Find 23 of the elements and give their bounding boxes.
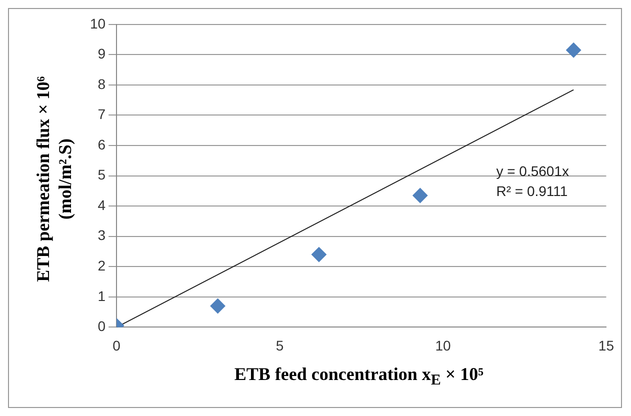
y-tick-label: 1 [98, 288, 106, 304]
point [566, 42, 582, 58]
y-tick-label: 3 [98, 227, 106, 244]
y-axis-title: ETB permeation flux × 10⁶ (mol/m².S) [32, 76, 76, 282]
point [412, 188, 428, 203]
x-tick-label: 15 [598, 337, 614, 354]
x-tick-label: 5 [276, 337, 284, 354]
y-tick-label: 9 [98, 46, 106, 62]
y-tick-label: 2 [98, 258, 106, 274]
point [210, 298, 226, 314]
annotation: R² = 0.9111 [496, 182, 568, 199]
y-tick-label: 0 [98, 318, 106, 334]
y-tick-label: 4 [98, 196, 106, 213]
x-axis-title: ETB feed concentration x$_{E}$ × 10⁵ [233, 364, 485, 390]
y-tick-label: 8 [98, 76, 106, 92]
y-tick-label: 6 [98, 136, 106, 152]
x-tick-label: 0 [112, 337, 121, 354]
x-tick-label: 10 [435, 337, 451, 354]
annotation: y = 0.5601x [496, 162, 569, 179]
point [311, 247, 326, 262]
y-tick-label: 10 [90, 15, 106, 32]
y-tick-label: 5 [98, 166, 106, 183]
y-tick-label: 7 [98, 106, 106, 122]
